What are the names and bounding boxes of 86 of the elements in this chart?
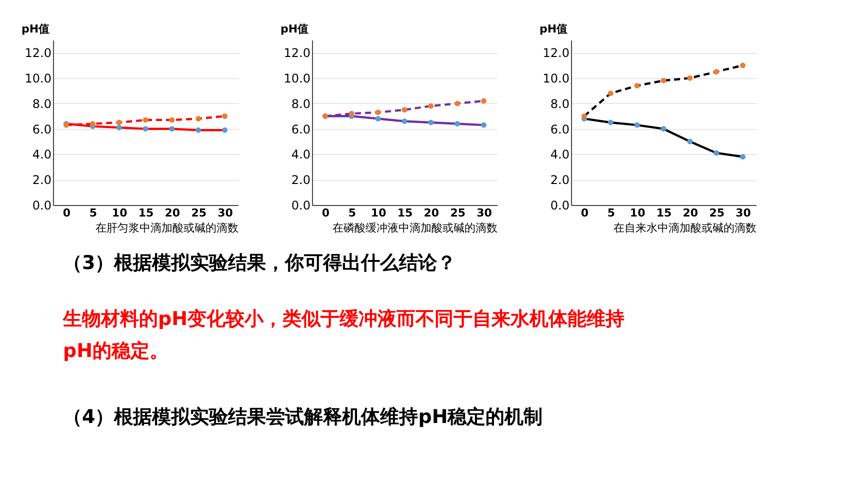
x-axis-title: 在肝匀浆中滴加酸或碱的滴数 xyxy=(96,222,238,234)
y-tick-label: 0.0 xyxy=(550,198,570,212)
x-tick-label: 10 xyxy=(630,206,646,220)
point xyxy=(687,138,693,144)
point xyxy=(634,122,640,128)
point xyxy=(687,75,693,81)
point xyxy=(222,113,228,119)
y-tick-label: 4.0 xyxy=(32,148,52,162)
x-tick-label: 20 xyxy=(682,206,698,220)
x-tick-label: 10 xyxy=(112,206,128,220)
y-tick-label: 2.0 xyxy=(291,173,310,188)
y-tick-label: 12.0 xyxy=(284,46,310,60)
point xyxy=(634,82,640,88)
point xyxy=(402,107,408,113)
x-tick-label: 20 xyxy=(164,206,180,220)
x-tick-label: 20 xyxy=(424,206,440,220)
y-tick-label: 6.0 xyxy=(32,122,52,136)
point xyxy=(740,154,746,160)
y-tick-label: 8.0 xyxy=(32,96,52,111)
point xyxy=(90,121,96,127)
point xyxy=(428,120,434,126)
x-tick-label: 0 xyxy=(62,206,71,220)
point xyxy=(660,126,666,132)
point xyxy=(116,124,122,130)
point xyxy=(375,110,381,116)
x-tick-label: 30 xyxy=(476,206,492,220)
y-tick-label: 12.0 xyxy=(24,46,52,60)
y-tick-label: 4.0 xyxy=(550,148,570,162)
y-axis-title: pH值 xyxy=(540,22,568,36)
point xyxy=(402,118,408,124)
text: （3）根据模拟实验结果，你可得出什么结论？ xyxy=(63,252,456,274)
point xyxy=(169,126,175,132)
y-tick-label: 6.0 xyxy=(550,122,570,136)
point xyxy=(142,117,148,123)
x-tick-label: 25 xyxy=(450,206,466,220)
point xyxy=(375,116,381,122)
y-tick-label: 10.0 xyxy=(542,72,570,86)
point xyxy=(714,150,720,156)
x-tick-label: 25 xyxy=(191,206,207,220)
y-axis-title: pH值 xyxy=(280,22,309,36)
y-tick-label: 8.0 xyxy=(291,96,310,111)
point xyxy=(142,126,148,132)
y-tick-label: 10.0 xyxy=(284,72,310,86)
y-tick-label: 12.0 xyxy=(542,46,570,60)
x-tick-label: 0 xyxy=(322,206,330,220)
point xyxy=(608,90,614,96)
x-tick-label: 15 xyxy=(656,206,672,220)
point xyxy=(714,68,720,74)
y-tick-label: 2.0 xyxy=(32,173,52,188)
y-tick-label: 4.0 xyxy=(291,148,310,162)
point xyxy=(196,116,202,122)
point xyxy=(116,120,122,126)
point xyxy=(660,78,666,84)
x-tick-label: 25 xyxy=(709,206,725,220)
y-tick-label: 0.0 xyxy=(32,198,52,212)
point xyxy=(581,113,587,119)
x-tick-label: 30 xyxy=(218,206,234,220)
text: （4）根据模拟实验结果尝试解释机体维持pH稳定的机制 xyxy=(63,406,543,428)
point xyxy=(608,120,614,126)
x-axis-title: 在磷酸缓冲液中滴加酸或碱的滴数 xyxy=(332,222,498,234)
point xyxy=(481,98,487,104)
point xyxy=(740,62,746,68)
x-axis-title: 在自来水中滴加酸或碱的滴数 xyxy=(614,222,756,234)
point xyxy=(169,117,175,123)
point xyxy=(428,103,434,109)
y-tick-label: 0.0 xyxy=(291,198,310,212)
point xyxy=(222,127,228,133)
x-tick-label: 15 xyxy=(397,206,413,220)
x-tick-label: 5 xyxy=(348,206,356,220)
y-tick-label: 2.0 xyxy=(550,173,570,188)
x-tick-label: 0 xyxy=(580,206,589,220)
point xyxy=(454,121,460,127)
point xyxy=(196,127,202,133)
y-tick-label: 6.0 xyxy=(291,122,310,136)
x-tick-label: 5 xyxy=(607,206,615,220)
point xyxy=(454,100,460,106)
x-tick-label: 10 xyxy=(370,206,387,220)
y-tick-label: 10.0 xyxy=(24,72,52,86)
text: 生物材料的pH变化较小，类似于缓冲液而不同于自来水机体能维持 pH的稳定。 xyxy=(62,308,625,362)
point xyxy=(348,110,354,116)
y-tick-label: 8.0 xyxy=(550,96,570,111)
y-axis-title: pH值 xyxy=(22,22,50,36)
x-tick-label: 30 xyxy=(736,206,752,220)
x-tick-label: 5 xyxy=(89,206,97,220)
x-tick-label: 15 xyxy=(138,206,154,220)
point xyxy=(481,122,487,128)
